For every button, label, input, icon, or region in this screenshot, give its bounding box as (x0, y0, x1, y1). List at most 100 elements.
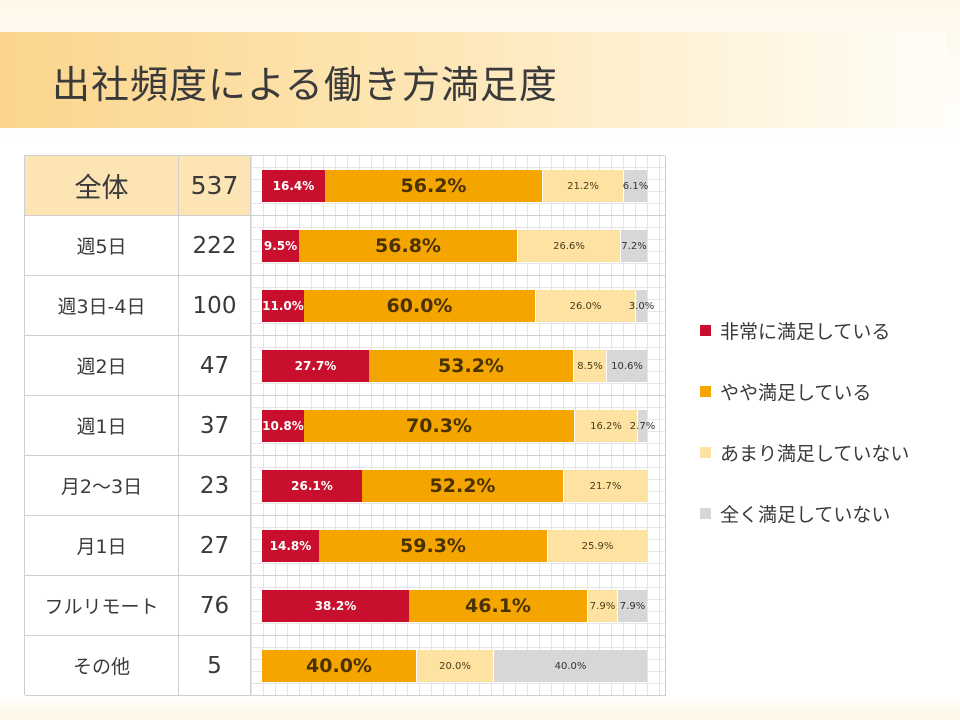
data-label: 56.8% (375, 235, 441, 257)
bar-segment-not: 26.0% (535, 290, 635, 322)
satisfaction-table: 全体 537 16.4% 56.2% 21.2% 6.1% 週5日 222 9.5% 56.8% 2… (24, 155, 666, 696)
respondent-count: 27 (179, 516, 251, 575)
footer-background (0, 696, 960, 720)
table-row: 週2日 47 27.7% 53.2% 8.5% 10.6% (25, 336, 666, 396)
bar-segment-not: 21.2% (542, 170, 623, 202)
data-label: 9.5% (263, 239, 298, 253)
data-label: 16.4% (272, 179, 315, 193)
bar-segment-some: 70.3% (304, 410, 574, 442)
bar-segment-some: 59.3% (319, 530, 547, 562)
data-label: 26.6% (553, 240, 585, 252)
table-row: 週3日-4日 100 11.0% 60.0% 26.0% 3.0% (25, 276, 666, 336)
row-label: 週5日 (25, 216, 179, 275)
bar-segment-some: 56.2% (325, 170, 542, 202)
table-row: フルリモート 76 38.2% 46.1% 7.9% 7.9% (25, 576, 666, 636)
data-label: 14.8% (269, 539, 312, 553)
row-label: 月2〜3日 (25, 456, 179, 515)
respondent-count: 537 (179, 156, 251, 215)
legend-item-none: 全く満足していない (700, 501, 950, 526)
data-label: 38.2% (314, 599, 357, 613)
data-label: 7.2% (621, 240, 647, 252)
data-label: 40.0% (554, 660, 587, 672)
bar-segment-none: 7.2% (620, 230, 647, 262)
respondent-count: 37 (179, 396, 251, 455)
bar-track: 38.2% 46.1% 7.9% 7.9% (251, 576, 666, 635)
bar-segment-none: 7.9% (617, 590, 647, 622)
bar-segment-some: 56.8% (299, 230, 517, 262)
bar-segment-very: 14.8% (262, 530, 319, 562)
bar-segment-very: 27.7% (262, 350, 369, 382)
bar-segment-not: 26.6% (517, 230, 620, 262)
bar-segment-very: 38.2% (262, 590, 409, 622)
row-label: 週1日 (25, 396, 179, 455)
data-label: 8.5% (577, 360, 603, 372)
respondent-count: 23 (179, 456, 251, 515)
data-label: 53.2% (438, 355, 504, 377)
legend-swatch (700, 324, 711, 336)
legend-item-some: やや満足している (700, 379, 950, 404)
data-label: 59.3% (400, 535, 466, 557)
bar-track: 27.7% 53.2% 8.5% 10.6% (251, 336, 666, 395)
legend-label: 全く満足していない (720, 503, 891, 526)
data-label: 40.0% (306, 655, 372, 677)
respondent-count: 5 (179, 636, 251, 695)
data-label: 25.9% (581, 540, 614, 552)
data-label: 10.6% (611, 360, 643, 372)
bar-segment-not: 7.9% (587, 590, 617, 622)
bar-segment-none: 2.7% (630, 410, 655, 442)
data-label: 7.9% (589, 600, 616, 612)
row-label: その他 (25, 636, 179, 695)
bar-segment-none: 40.0% (493, 650, 647, 682)
row-label: 週2日 (25, 336, 179, 395)
bar-segment-very: 10.8% (262, 410, 304, 442)
bar-segment-some: 40.0% (262, 650, 416, 682)
bar-segment-not: 21.7% (563, 470, 647, 502)
data-label: 27.7% (294, 359, 337, 373)
bar-segment-not: 16.2% (574, 410, 637, 442)
bar-track: 10.8% 70.3% 16.2% 2.7% (251, 396, 666, 455)
page-title: 出社頻度による働き方満足度 (52, 63, 558, 107)
bar-segment-very: 16.4% (262, 170, 325, 202)
bar-segment-very: 9.5% (262, 230, 299, 262)
bar-segment-not: 25.9% (547, 530, 647, 562)
data-label: 6.1% (622, 180, 649, 192)
bar-segment-some: 52.2% (362, 470, 563, 502)
bar-segment-not: 8.5% (573, 350, 606, 382)
respondent-count: 222 (179, 216, 251, 275)
table-row: 週1日 37 10.8% 70.3% 16.2% 2.7% (25, 396, 666, 456)
bar-segment-very: 11.0% (262, 290, 304, 322)
data-label: 26.0% (569, 300, 602, 312)
data-label: 2.7% (629, 420, 656, 432)
bar-segment-some: 46.1% (409, 590, 587, 622)
respondent-count: 100 (179, 276, 251, 335)
legend-label: 非常に満足している (720, 320, 891, 343)
chart-legend: 非常に満足している やや満足しているあまり満足していない全く満足していない (700, 318, 950, 562)
bar-segment-none: 6.1% (622, 170, 649, 202)
data-label: 3.0% (628, 300, 655, 312)
row-label: 全体 (25, 156, 179, 215)
data-label: 7.9% (619, 600, 646, 612)
data-label: 60.0% (386, 295, 453, 317)
data-label: 21.7% (589, 480, 622, 492)
table-row: 全体 537 16.4% 56.2% 21.2% 6.1% (25, 156, 666, 216)
bar-segment-some: 53.2% (369, 350, 573, 382)
legend-swatch (700, 385, 711, 397)
data-label: 20.0% (439, 660, 471, 672)
legend-label: やや満足している (720, 381, 872, 404)
data-label: 21.2% (567, 180, 599, 192)
bar-track: 16.4% 56.2% 21.2% 6.1% (251, 156, 666, 215)
title-bar (0, 32, 946, 128)
respondent-count: 47 (179, 336, 251, 395)
legend-swatch (700, 507, 711, 519)
bar-segment-none: 3.0% (629, 290, 654, 322)
legend-item-not: あまり満足していない (700, 440, 950, 465)
data-label: 46.1% (465, 595, 531, 617)
data-label: 11.0% (262, 299, 304, 313)
legend-swatch (700, 446, 711, 458)
table-row: 月2〜3日 23 26.1% 52.2% 21.7% (25, 456, 666, 516)
bar-track: 11.0% 60.0% 26.0% 3.0% (251, 276, 666, 335)
bar-segment-not: 20.0% (416, 650, 493, 682)
bar-segment-very: 26.1% (262, 470, 362, 502)
table-row: 月1日 27 14.8% 59.3% 25.9% (25, 516, 666, 576)
bar-segment-some: 60.0% (304, 290, 535, 322)
